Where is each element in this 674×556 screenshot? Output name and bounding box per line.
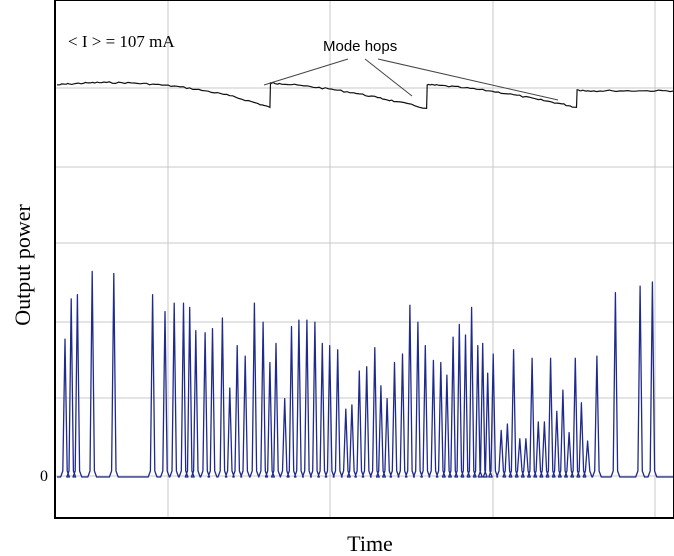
y-axis-label: Output power [10, 204, 35, 326]
mode-hops-label: Mode hops [323, 38, 397, 55]
grid [56, 1, 673, 517]
pulse-trace-line [57, 270, 673, 478]
x-axis-label: Time [347, 531, 393, 556]
mode-hop-pointer [377, 58, 559, 101]
mode-hop-pointer [263, 58, 349, 86]
plot-frame [54, 0, 674, 519]
mode-hop-pointer [364, 58, 413, 97]
y-tick-label-0: 0 [40, 468, 48, 485]
power-trace-line [56, 81, 674, 110]
traces [56, 81, 674, 478]
current-annotation: < I > = 107 mA [68, 32, 175, 51]
mode-hop-callouts [263, 58, 559, 101]
